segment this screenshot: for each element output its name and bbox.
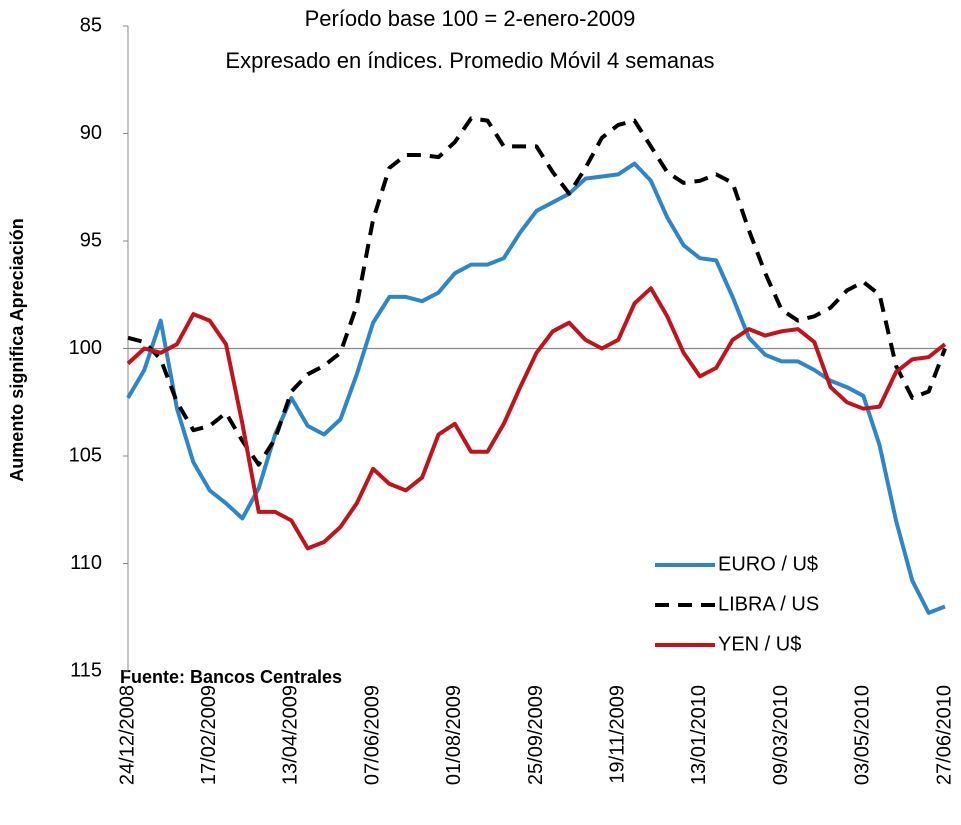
y-tick-label: 90 xyxy=(80,122,102,144)
legend-label: EURO / U$ xyxy=(718,553,818,575)
y-tick-label: 115 xyxy=(70,659,102,681)
x-tick-label: 07/06/2009 xyxy=(361,685,383,785)
y-tick-label: 95 xyxy=(80,229,102,251)
source-note: Fuente: Bancos Centrales xyxy=(120,667,342,687)
y-tick-label: 100 xyxy=(69,337,102,359)
series-line xyxy=(126,286,947,551)
x-tick-label: 27/06/2010 xyxy=(933,685,955,785)
x-tick-label: 25/09/2009 xyxy=(525,685,547,785)
x-tick-label: 01/08/2009 xyxy=(443,685,465,785)
legend-label: LIBRA / US xyxy=(718,593,819,615)
x-tick-label: 19/11/2009 xyxy=(606,685,628,784)
series-line xyxy=(126,161,946,615)
y-tick-label: 85 xyxy=(80,14,102,36)
chart-subtitle: Expresado en índices. Promedio Móvil 4 s… xyxy=(225,48,714,73)
y-tick-label: 105 xyxy=(69,444,102,466)
x-tick-label: 13/04/2009 xyxy=(280,685,302,785)
x-tick-label: 09/03/2010 xyxy=(770,685,792,785)
x-tick-label: 03/05/2010 xyxy=(852,685,874,785)
legend-label: YEN / U$ xyxy=(718,633,801,655)
y-tick-label: 110 xyxy=(70,552,102,574)
x-tick-label: 24/12/2008 xyxy=(116,685,138,785)
y-axis-label: Aumento significa Apreciación xyxy=(7,218,27,481)
series-line xyxy=(127,116,947,467)
x-tick-label: 13/01/2010 xyxy=(688,685,710,785)
chart-title: Período base 100 = 2-enero-2009 xyxy=(305,6,636,31)
x-tick-label: 17/02/2009 xyxy=(198,685,220,785)
